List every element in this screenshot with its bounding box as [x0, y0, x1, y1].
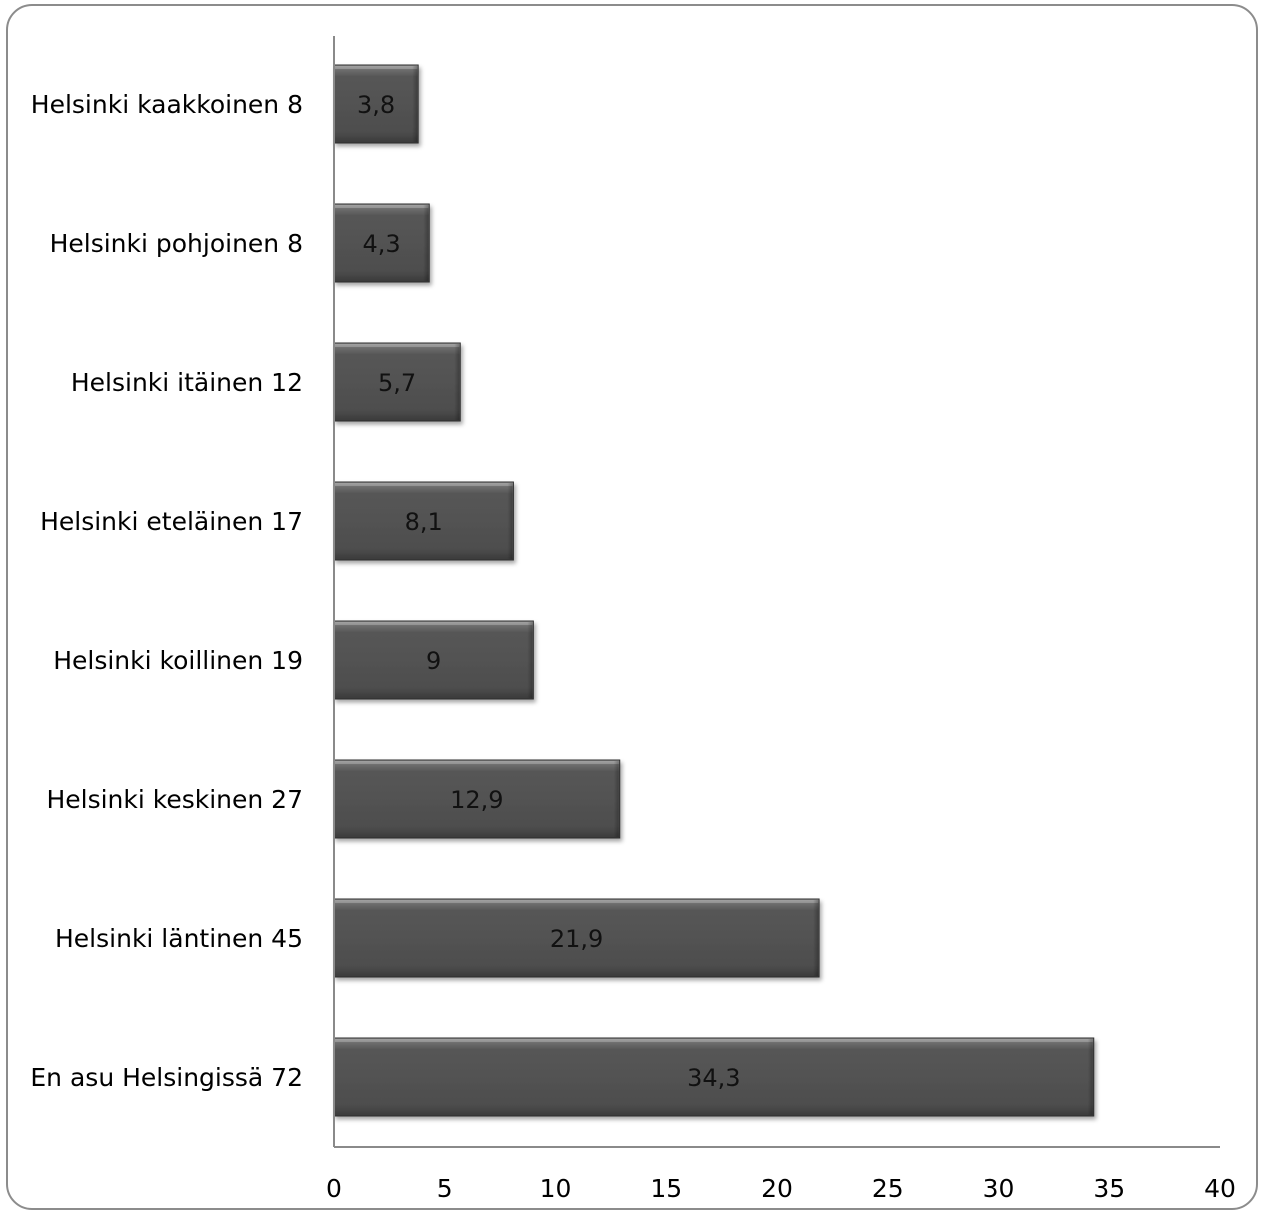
bar-edge-shade [613, 761, 619, 837]
axes-layer [333, 36, 1220, 1148]
bar-highlight [335, 900, 819, 903]
bar-highlight [335, 344, 460, 347]
bars-layer [333, 64, 1095, 1117]
bar [333, 203, 430, 283]
chart-frame [6, 4, 1258, 1210]
bar-edge-shade [813, 900, 819, 976]
x-tick-label: 5 [437, 1174, 453, 1203]
bar [333, 898, 820, 978]
bar-edge-shade [454, 344, 460, 420]
bar-edge-shade [423, 205, 429, 281]
x-tick-label: 0 [326, 1174, 342, 1203]
x-tick-label: 15 [650, 1174, 682, 1203]
bar-value-label: 34,3 [687, 1064, 740, 1092]
bar-value-label: 4,3 [363, 230, 401, 258]
bar-value-label: 21,9 [550, 925, 603, 953]
bar-highlight [335, 1039, 1093, 1042]
bar-edge-shade [1087, 1039, 1093, 1115]
bar [333, 759, 621, 839]
x-tick-label: 30 [983, 1174, 1015, 1203]
x-tick-label: 35 [1093, 1174, 1125, 1203]
x-tick-label: 25 [872, 1174, 904, 1203]
bar [333, 64, 419, 144]
category-label: Helsinki pohjoinen 8 [50, 229, 303, 258]
bar-highlight [335, 622, 533, 625]
bar-value-label: 5,7 [378, 369, 416, 397]
bar-value-label: 9 [426, 647, 441, 675]
bar-highlight [335, 761, 619, 764]
labels-layer: 3,8 Helsinki kaakkoinen 8 4,3 Helsinki pohj… [30, 90, 1236, 1203]
category-label: Helsinki kaakkoinen 8 [31, 90, 303, 119]
bar-highlight [335, 205, 429, 208]
category-label: Helsinki keskinen 27 [46, 785, 303, 814]
bar-value-label: 12,9 [450, 786, 503, 814]
bar [333, 342, 461, 422]
x-tick-label: 40 [1204, 1174, 1236, 1203]
category-label: Helsinki läntinen 45 [55, 924, 303, 953]
category-label: Helsinki eteläinen 17 [40, 507, 303, 536]
category-label: Helsinki itäinen 12 [71, 368, 303, 397]
category-label: En asu Helsingissä 72 [30, 1063, 303, 1092]
x-tick-label: 20 [761, 1174, 793, 1203]
x-tick-label: 10 [540, 1174, 572, 1203]
bar-edge-shade [527, 622, 533, 698]
bar-edge-shade [507, 483, 513, 559]
bar [333, 481, 514, 561]
bar-edge-shade [412, 66, 418, 142]
bar-highlight [335, 66, 418, 69]
bar-value-label: 3,8 [357, 91, 395, 119]
bar [333, 620, 534, 700]
bar-value-label: 8,1 [405, 508, 443, 536]
bar-highlight [335, 483, 513, 486]
category-label: Helsinki koillinen 19 [53, 646, 303, 675]
